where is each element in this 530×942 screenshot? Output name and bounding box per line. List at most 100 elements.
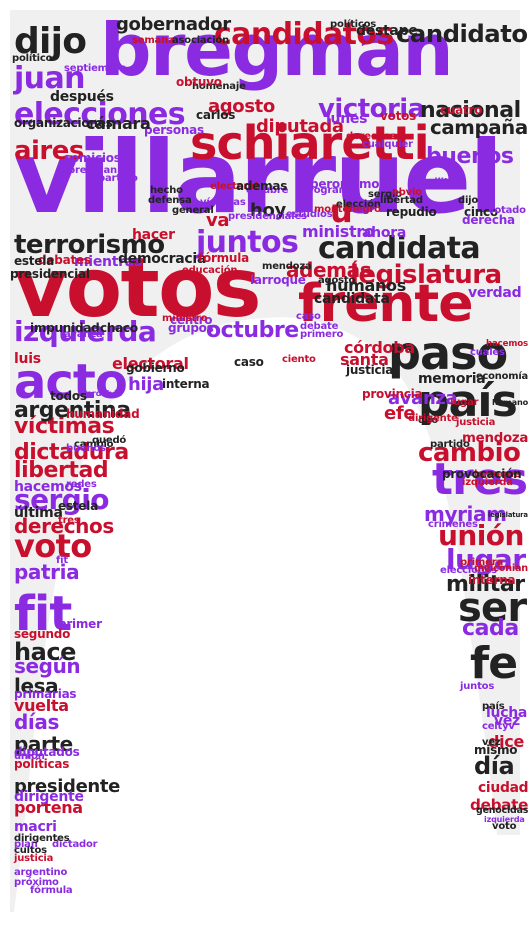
cloud-word: derechos bbox=[14, 514, 114, 538]
cloud-word: justicia bbox=[14, 853, 54, 864]
cloud-word: candidatos bbox=[214, 17, 394, 52]
cloud-word: chaco bbox=[100, 321, 138, 335]
cloud-word: legislatura bbox=[488, 511, 528, 519]
cloud-word: dictadura bbox=[14, 440, 129, 465]
cloud-word: buenos bbox=[66, 443, 106, 454]
cloud-word: dijo bbox=[458, 195, 479, 206]
cloud-word: carlos bbox=[196, 108, 236, 122]
cloud-word: luis bbox=[14, 351, 41, 367]
cloud-word: militar bbox=[446, 572, 525, 597]
cloud-word: redes bbox=[66, 479, 97, 490]
cloud-word: hacer bbox=[132, 227, 175, 243]
cloud-word: primer bbox=[58, 617, 102, 631]
cloud-word: macri bbox=[14, 819, 57, 835]
cloud-word: destape bbox=[356, 23, 418, 39]
cloud-word: primero bbox=[300, 329, 344, 340]
cloud-word: dirigentes bbox=[14, 833, 70, 844]
cloud-word: políticos bbox=[330, 19, 377, 30]
cloud-word: elecciones bbox=[440, 565, 497, 576]
cloud-word: votado bbox=[488, 205, 526, 216]
cloud-word: mendoza bbox=[462, 431, 529, 446]
cloud-word: economía bbox=[476, 371, 528, 382]
cloud-word: ministro bbox=[162, 313, 208, 324]
cloud-word: interna bbox=[468, 573, 516, 587]
silhouette-path bbox=[10, 10, 520, 912]
cloud-word: presidenciales bbox=[228, 211, 307, 222]
cloud-word: diputada bbox=[256, 116, 344, 137]
cloud-word: argentina bbox=[14, 398, 131, 423]
cloud-word: nacional bbox=[420, 98, 521, 123]
cloud-word: semana bbox=[132, 35, 175, 46]
cloud-word: mendoza bbox=[262, 261, 312, 272]
cloud-word: próximo bbox=[14, 877, 59, 888]
cloud-word: país bbox=[418, 376, 518, 427]
cloud-word: cordobés bbox=[82, 389, 123, 398]
cloud-word: víctimas bbox=[200, 197, 246, 208]
cloud-word: caso bbox=[296, 311, 321, 322]
cloud-word: avanza bbox=[388, 388, 458, 409]
cloud-word: buenos bbox=[426, 144, 514, 169]
cloud-word: obvio bbox=[392, 187, 422, 198]
cloud-word: patria bbox=[14, 560, 80, 584]
cloud-word: humanos bbox=[326, 276, 406, 295]
cloud-word: primarias bbox=[14, 687, 77, 701]
cloud-word: cambio bbox=[418, 438, 521, 468]
cloud-word: mientras bbox=[74, 254, 142, 270]
cloud-word: humanidad bbox=[66, 407, 140, 421]
cloud-word: plan bbox=[14, 839, 38, 850]
cloud-word: impunidad bbox=[30, 321, 100, 335]
cloud-word: lunes bbox=[326, 111, 368, 127]
cloud-word: izquierda bbox=[14, 315, 157, 348]
cloud-word: democracia bbox=[118, 251, 207, 267]
cloud-word: fórmula bbox=[30, 885, 73, 896]
cloud-word: hace bbox=[14, 638, 76, 666]
cloud-word: candidato bbox=[396, 19, 528, 48]
cloud-word: víctimas bbox=[14, 414, 115, 439]
cloud-word: fit bbox=[14, 586, 72, 642]
cloud-word: defensa bbox=[148, 195, 192, 206]
cloud-word: avanza bbox=[64, 329, 103, 340]
cloud-word: hija bbox=[128, 374, 164, 395]
cloud-word: elección bbox=[336, 199, 381, 210]
cloud-word: acto bbox=[14, 354, 128, 410]
cloud-word: fe bbox=[470, 638, 518, 689]
cloud-word: schiaretti bbox=[190, 116, 430, 170]
cloud-word: hacemos bbox=[14, 479, 82, 495]
cloud-word: obtuvo bbox=[176, 75, 222, 89]
cloud-word: gobierno bbox=[126, 361, 185, 375]
cloud-word: mismo bbox=[474, 743, 518, 757]
cloud-word: agosto bbox=[208, 96, 275, 117]
cloud-word: juntos bbox=[196, 225, 299, 260]
cloud-word: cambio bbox=[74, 439, 114, 450]
cloud-word: estudios bbox=[286, 209, 333, 220]
cloud-word: córdoba bbox=[344, 338, 415, 357]
cloud-word: dijo bbox=[418, 415, 439, 426]
cloud-word: provocación bbox=[442, 467, 522, 481]
cloud-word: partido bbox=[430, 439, 470, 450]
cloud-word: vuelta bbox=[14, 696, 69, 715]
cloud-word: cinco bbox=[464, 205, 498, 219]
cloud-word: lucha bbox=[486, 705, 528, 721]
cloud-word: victoria bbox=[318, 94, 425, 124]
cloud-word: unión bbox=[14, 751, 45, 762]
cloud-word: lesa bbox=[14, 674, 59, 698]
cloud-word: día bbox=[474, 752, 515, 780]
cloud-word: comicios bbox=[64, 151, 121, 165]
cloud-word: genocidas bbox=[476, 805, 529, 816]
cloud-word: juntos bbox=[460, 681, 495, 692]
cloud-word: libertad bbox=[380, 195, 423, 206]
cloud-word: votos bbox=[380, 109, 416, 123]
cloud-word: políticas bbox=[14, 757, 70, 771]
cloud-word: partido bbox=[98, 173, 138, 184]
cloud-word: santa bbox=[340, 350, 389, 369]
cloud-word: país bbox=[482, 701, 505, 712]
cloud-word: después bbox=[50, 89, 114, 105]
cloud-word: fórmula bbox=[198, 251, 249, 265]
cloud-word: derechos bbox=[346, 131, 396, 142]
cloud-word: lugar bbox=[450, 397, 479, 408]
cloud-word: general bbox=[172, 205, 214, 216]
cloud-word: melconian bbox=[474, 563, 528, 574]
cloud-word: va bbox=[206, 210, 230, 231]
cloud-word: octubre bbox=[206, 318, 299, 343]
cloud-word: centro bbox=[170, 313, 213, 327]
